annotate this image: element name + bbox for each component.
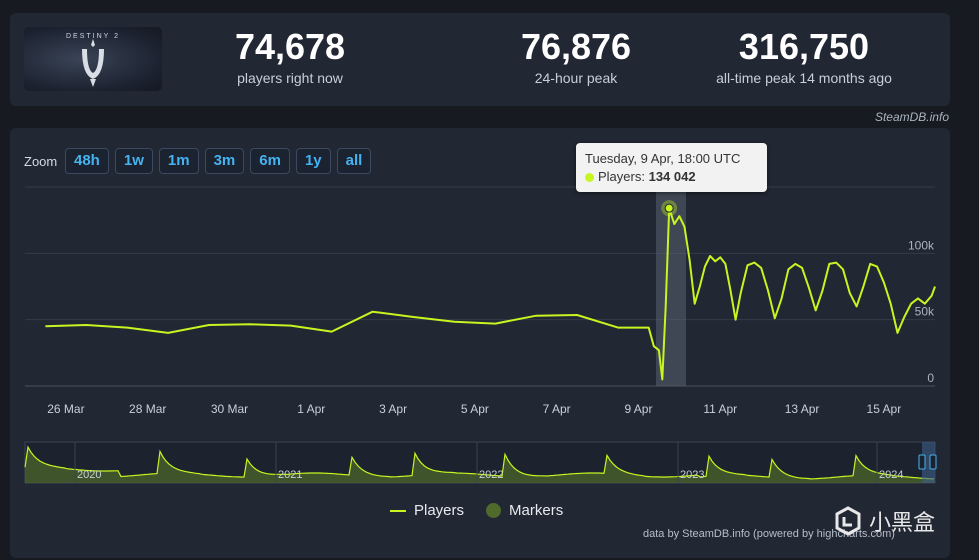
all-time-peak-stat: 316,750 all-time peak 14 months ago (694, 26, 914, 87)
zoom-1w-button[interactable]: 1w (114, 148, 153, 174)
logo-text: DESTINY 2 (65, 33, 121, 40)
tooltip-value: 134 042 (648, 169, 696, 184)
peak-24h-stat: 76,876 24-hour peak (466, 26, 686, 87)
chart-legend: Players Markers (390, 502, 563, 519)
current-players-stat: 74,678 players right now (180, 26, 400, 87)
tooltip-series-dot (585, 173, 594, 183)
game-logo[interactable]: DESTINY 2 (24, 27, 162, 91)
legend-players[interactable]: Players (390, 502, 464, 519)
chart-tooltip: Tuesday, 9 Apr, 18:00 UTC Players: 134 0… (576, 143, 767, 192)
chart-panel: Zoom 48h 1w 1m 3m 6m 1y all (10, 128, 950, 558)
zoom-6m-button[interactable]: 6m (250, 148, 290, 174)
tooltip-row: Players: 134 042 (585, 168, 758, 186)
all-time-peak-label: all-time peak 14 months ago (716, 70, 892, 86)
watermark: 小黑盒 (833, 505, 935, 537)
zoom-all-button[interactable]: all (336, 148, 372, 174)
watermark-logo-icon (835, 506, 861, 536)
legend-players-swatch (390, 509, 406, 512)
legend-players-label: Players (414, 502, 465, 519)
destiny-emblem-icon (82, 39, 104, 87)
source-credit[interactable]: SteamDB.info (874, 110, 949, 124)
legend-markers[interactable]: Markers (486, 502, 563, 519)
legend-markers-label: Markers (509, 502, 564, 519)
watermark-text: 小黑盒 (869, 510, 936, 535)
all-time-peak-value: 316,750 (738, 26, 870, 67)
zoom-48h-button[interactable]: 48h (65, 148, 109, 174)
footer-credit[interactable]: data by SteamDB.info (powered by highcha… (643, 528, 895, 540)
zoom-1y-button[interactable]: 1y (295, 148, 331, 174)
tooltip-date: Tuesday, 9 Apr, 18:00 UTC (585, 151, 741, 166)
tooltip-series-label: Players: (598, 169, 645, 184)
current-players-label: players right now (237, 70, 343, 86)
zoom-3m-button[interactable]: 3m (204, 148, 245, 174)
legend-markers-swatch (486, 503, 502, 518)
zoom-label: Zoom (24, 154, 58, 169)
zoom-1m-button[interactable]: 1m (158, 148, 199, 174)
current-players-value: 74,678 (234, 26, 346, 67)
peak-24h-label: 24-hour peak (534, 70, 618, 86)
peak-24h-value: 76,876 (520, 26, 632, 67)
stats-panel: DESTINY 2 74,678 players right now 76,87… (10, 13, 950, 106)
zoom-buttons: 48h 1w 1m 3m 6m 1y all (65, 148, 372, 174)
